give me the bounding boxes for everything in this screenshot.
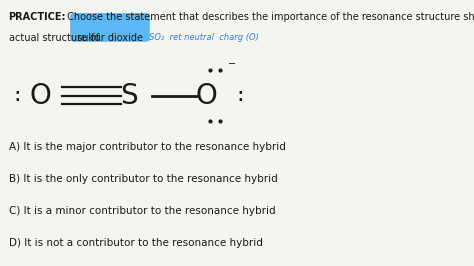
Text: B) It is the only contributor to the resonance hybrid: B) It is the only contributor to the res… <box>9 174 277 184</box>
Text: C) It is a minor contributor to the resonance hybrid: C) It is a minor contributor to the reso… <box>9 206 275 216</box>
Text: O: O <box>196 82 218 110</box>
Text: actual structure of: actual structure of <box>9 33 102 43</box>
Text: S: S <box>120 82 137 110</box>
Text: sulfur dioxide: sulfur dioxide <box>77 33 143 43</box>
Text: D) It is not a contributor to the resonance hybrid: D) It is not a contributor to the resona… <box>9 238 263 248</box>
Text: Choose the statement that describes the importance of the resonance structure sh: Choose the statement that describes the … <box>64 12 474 22</box>
FancyBboxPatch shape <box>70 13 150 42</box>
Text: :: : <box>235 86 246 105</box>
Text: SO₂  ret neutral  charg (O): SO₂ ret neutral charg (O) <box>149 33 259 42</box>
Text: O: O <box>30 82 52 110</box>
Text: PRACTICE:: PRACTICE: <box>9 12 66 22</box>
Text: A) It is the major contributor to the resonance hybrid: A) It is the major contributor to the re… <box>9 142 285 152</box>
Text: :: : <box>12 86 24 105</box>
Text: −: − <box>228 59 236 69</box>
